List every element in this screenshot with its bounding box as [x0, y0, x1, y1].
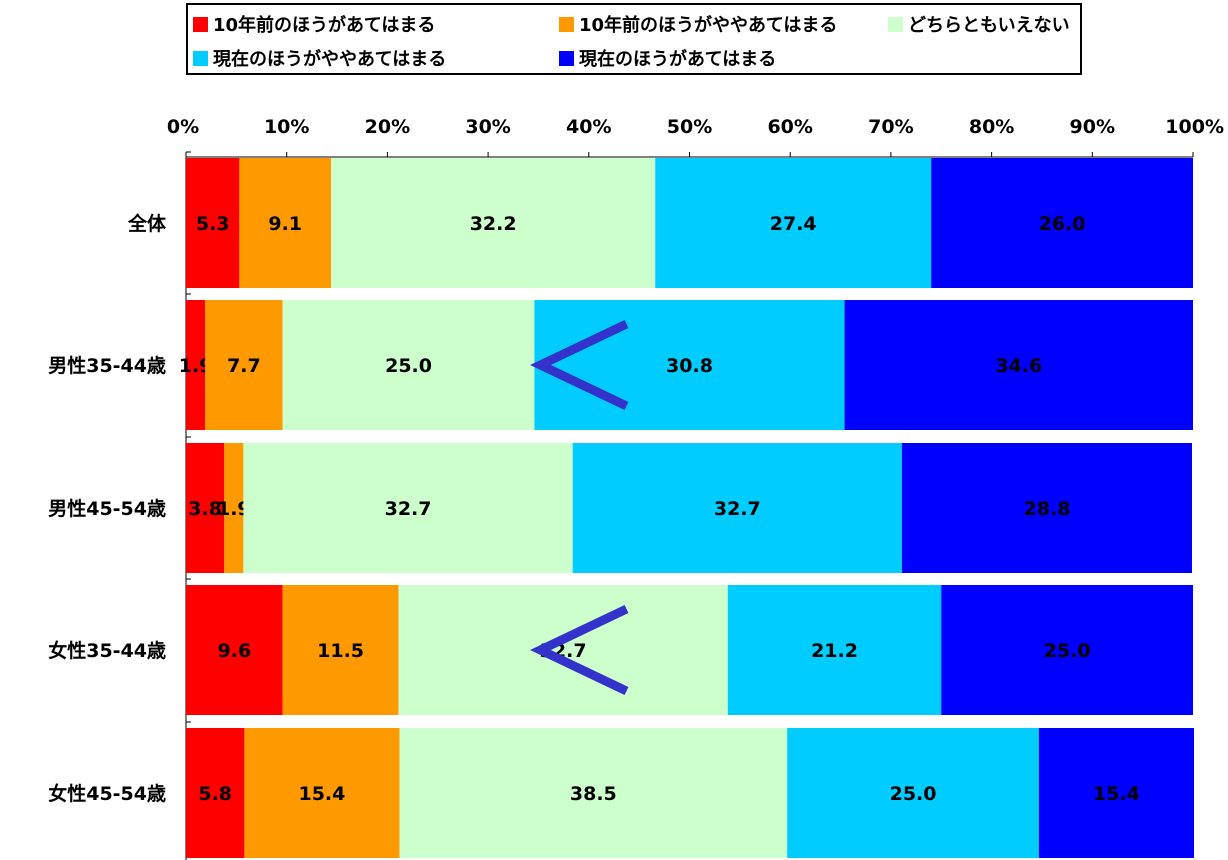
- legend-label: どちらともいえない: [908, 15, 1070, 36]
- data-label: 34.6: [995, 355, 1042, 377]
- bar-segment: [331, 158, 656, 288]
- legend-item: 現在のほうがややあてはまる: [193, 44, 446, 72]
- x-tick-label: 50%: [667, 116, 712, 138]
- legend-swatch: [193, 16, 208, 32]
- category-label: 女性35-44歳: [48, 639, 166, 662]
- bar-segment: [1038, 728, 1195, 858]
- legend-item: 現在のほうがあてはまる: [559, 44, 776, 72]
- data-label: 1.9: [217, 498, 251, 520]
- data-label: 25.0: [890, 783, 937, 805]
- legend-swatch: [559, 50, 574, 66]
- bar-segment: [243, 443, 573, 573]
- bar-segment: [399, 728, 788, 858]
- category-label: 男性45-54歳: [48, 497, 166, 520]
- data-label: 7.7: [227, 355, 261, 377]
- x-tick-label: 20%: [365, 116, 410, 138]
- x-tick-label: 60%: [767, 116, 812, 138]
- legend-item: 10年前のほうがあてはまる: [193, 10, 435, 38]
- bar-segment: [844, 300, 1193, 430]
- data-label: 32.2: [470, 213, 517, 235]
- bar-segment: [244, 728, 400, 858]
- category-label: 男性35-44歳: [48, 354, 166, 377]
- data-label: 5.3: [196, 213, 230, 235]
- bar-segment: [655, 158, 932, 288]
- data-label: 5.8: [198, 783, 232, 805]
- data-label: 21.2: [811, 640, 858, 662]
- x-tick-label: 80%: [969, 116, 1014, 138]
- data-label: 1.9: [179, 355, 213, 377]
- bar-segment: [787, 728, 1039, 858]
- data-label: 15.4: [1093, 783, 1140, 805]
- bar-segment: [186, 300, 206, 430]
- category-label: 女性45-54歳: [48, 782, 166, 805]
- x-tick-label: 100%: [1165, 116, 1224, 138]
- bar-segment: [205, 300, 283, 430]
- bar-segment: [186, 443, 225, 573]
- bar-segment: [931, 158, 1193, 288]
- x-tick-label: 30%: [465, 116, 510, 138]
- data-label: 27.4: [770, 213, 817, 235]
- x-tick-label: 90%: [1070, 116, 1115, 138]
- bar-segment: [534, 300, 845, 430]
- data-label: 3.8: [188, 498, 222, 520]
- bar-segment: [282, 585, 399, 715]
- legend-swatch: [559, 16, 574, 32]
- data-label: 32.7: [714, 498, 761, 520]
- bar-segment: [186, 158, 240, 288]
- data-label: 25.0: [385, 355, 432, 377]
- legend-label: 現在のほうがあてはまる: [579, 49, 777, 70]
- x-tick-label: 70%: [868, 116, 913, 138]
- data-label: 30.8: [666, 355, 713, 377]
- data-label: 15.4: [298, 783, 345, 805]
- data-label: 11.5: [317, 640, 364, 662]
- legend-swatch: [888, 16, 903, 32]
- x-tick-label: 0%: [167, 116, 199, 138]
- bar-segment: [941, 585, 1193, 715]
- bar-segment: [398, 585, 728, 715]
- legend: 10年前のほうがあてはまる 10年前のほうがややあてはまる どちらともいえない現在の…: [186, 3, 1082, 75]
- less-than-annotation: [530, 319, 629, 411]
- legend-item: 10年前のほうがややあてはまる: [559, 10, 837, 38]
- legend-label: 現在のほうがややあてはまる: [213, 49, 447, 70]
- bar-segment: [239, 158, 332, 288]
- data-label: 9.6: [218, 640, 252, 662]
- legend-swatch: [193, 50, 208, 66]
- data-label: 38.5: [570, 783, 617, 805]
- data-label: 28.8: [1024, 498, 1071, 520]
- x-tick-label: 40%: [566, 116, 611, 138]
- data-label: 26.0: [1039, 213, 1086, 235]
- legend-label: 10年前のほうがあてはまる: [213, 15, 436, 36]
- data-label: 32.7: [385, 498, 432, 520]
- less-than-annotation: [530, 604, 629, 696]
- bar-segment: [224, 443, 244, 573]
- legend-item: どちらともいえない: [888, 10, 1070, 38]
- x-tick-label: 10%: [264, 116, 309, 138]
- data-label: 9.1: [268, 213, 302, 235]
- bar-segment: [572, 443, 902, 573]
- bar-segment: [901, 443, 1192, 573]
- bar-segment: [727, 585, 942, 715]
- legend-label: 10年前のほうがややあてはまる: [579, 15, 838, 36]
- bar-segment: [282, 300, 535, 430]
- data-label: 25.0: [1044, 640, 1091, 662]
- bar-segment: [186, 728, 245, 858]
- bar-segment: [186, 585, 283, 715]
- category-label: 全体: [127, 212, 167, 235]
